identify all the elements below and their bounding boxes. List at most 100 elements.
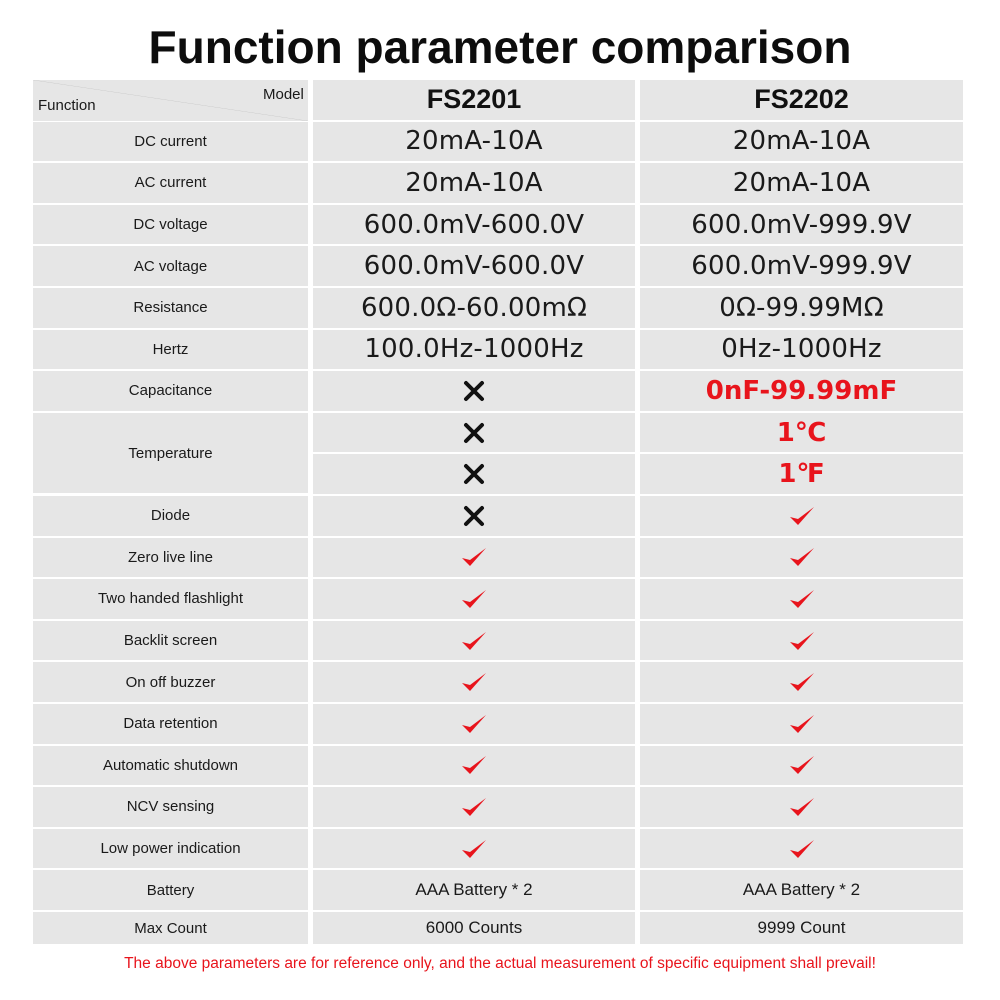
table-row: 1℃ xyxy=(33,412,963,455)
model-label: Model xyxy=(263,86,304,103)
check-icon xyxy=(789,506,814,525)
value-b: 600.0mV-999.9V xyxy=(640,246,963,288)
value-a: 20mA-10A xyxy=(313,163,635,205)
value-text: 600.0mV-600.0V xyxy=(363,209,585,240)
value-a: AAA Battery * 2 xyxy=(313,870,635,912)
table-row: Zero live line xyxy=(33,537,963,580)
check-icon xyxy=(789,756,814,775)
disclaimer-note: The above parameters are for reference o… xyxy=(124,955,876,972)
header-model-a: FS2201 xyxy=(313,80,635,122)
check-icon xyxy=(789,839,814,858)
function-name: DC voltage xyxy=(33,204,308,247)
function-name: NCV sensing xyxy=(33,787,308,829)
value-a: 600.0mV-600.0V xyxy=(313,204,635,247)
value-b xyxy=(640,828,963,871)
table-row: Two handed flashlight xyxy=(33,579,963,621)
value-a: 600.0Ω-60.00mΩ xyxy=(313,288,635,330)
table-row: Low power indication xyxy=(33,828,963,871)
value-text: 9999 Count xyxy=(757,918,846,937)
value-a xyxy=(313,371,635,413)
table-row: Hertz 100.0Hz-1000Hz 0Hz-1000Hz xyxy=(33,329,963,372)
value-a xyxy=(313,745,635,788)
function-name: On off buzzer xyxy=(33,662,308,704)
model-a-name: FS2201 xyxy=(426,84,522,115)
value-b: 20mA-10A xyxy=(640,163,963,205)
table-row: AC voltage 600.0mV-600.0V 600.0mV-999.9V xyxy=(33,246,963,288)
check-icon xyxy=(462,797,486,816)
function-name: Max Count xyxy=(33,912,308,946)
table-row: DC current 20mA-10A 20mA-10A xyxy=(33,121,963,164)
table-row: Max Count 6000 Counts 9999 Count xyxy=(33,912,963,946)
check-icon xyxy=(789,797,814,816)
value-text: 1℃ xyxy=(776,417,827,448)
value-b: 20mA-10A xyxy=(640,121,963,164)
function-name: AC voltage xyxy=(33,246,308,288)
table-row: DC voltage 600.0mV-600.0V 600.0mV-999.9V xyxy=(33,204,963,247)
function-name: Low power indication xyxy=(33,828,308,871)
page-title: Function parameter comparison xyxy=(148,21,852,73)
function-name: AC current xyxy=(33,163,308,205)
value-b: 0Hz-1000Hz xyxy=(640,329,963,372)
value-text: 0Ω-99.99MΩ xyxy=(719,292,884,323)
value-text: 6000 Counts xyxy=(425,918,523,937)
value-a xyxy=(313,662,635,704)
value-b xyxy=(640,537,963,580)
value-b xyxy=(640,745,963,788)
table-row: Automatic shutdown xyxy=(33,745,963,788)
function-name: DC current xyxy=(33,121,308,164)
value-b: 0Ω-99.99MΩ xyxy=(640,288,963,330)
value-text: 100.0Hz-1000Hz xyxy=(364,334,584,365)
value-b xyxy=(640,662,963,704)
value-b xyxy=(640,704,963,746)
function-name: Temperature xyxy=(33,413,308,495)
value-a xyxy=(313,828,635,871)
value-text: 20mA-10A xyxy=(405,167,543,198)
check-icon xyxy=(789,631,814,650)
corner-divider xyxy=(33,80,308,121)
value-text: 1℉ xyxy=(778,459,825,490)
value-a xyxy=(313,412,635,455)
value-a xyxy=(313,537,635,580)
function-name: Zero live line xyxy=(33,537,308,580)
value-b: AAA Battery * 2 xyxy=(640,870,963,912)
check-icon xyxy=(462,673,486,692)
value-a xyxy=(313,704,635,746)
function-name: Battery xyxy=(33,870,308,912)
value-text: 20mA-10A xyxy=(405,126,543,157)
value-text: 600.0mV-999.9V xyxy=(691,251,912,282)
value-b xyxy=(640,620,963,663)
function-name: Two handed flashlight xyxy=(33,579,308,621)
value-text: AAA Battery * 2 xyxy=(415,880,533,900)
value-text: 0Hz-1000Hz xyxy=(721,334,882,365)
value-a xyxy=(313,620,635,663)
table-row: Data retention xyxy=(33,704,963,746)
check-icon xyxy=(462,756,486,775)
value-b: 0nF-99.99mF xyxy=(640,371,963,413)
value-a xyxy=(313,496,635,538)
value-a xyxy=(313,454,635,496)
table-header: Model Function FS2201 FS2202 xyxy=(33,80,963,122)
table-row: Diode xyxy=(33,496,963,538)
value-a: 600.0mV-600.0V xyxy=(313,246,635,288)
value-text: 0nF-99.99mF xyxy=(705,375,898,406)
value-text: AAA Battery * 2 xyxy=(742,880,861,900)
table-row: On off buzzer xyxy=(33,662,963,704)
function-name: Automatic shutdown xyxy=(33,745,308,788)
function-name: Resistance xyxy=(33,288,308,330)
check-icon xyxy=(789,673,814,692)
value-b: 1℉ xyxy=(640,454,963,496)
table-row: Battery AAA Battery * 2 AAA Battery * 2 xyxy=(33,870,963,912)
check-icon xyxy=(462,589,486,608)
value-a: 6000 Counts xyxy=(313,912,635,946)
value-text: 600.0Ω-60.00mΩ xyxy=(360,292,588,323)
table-row: 1℉ xyxy=(33,454,963,496)
value-b xyxy=(640,496,963,538)
check-icon xyxy=(789,589,814,608)
header-model-b: FS2202 xyxy=(640,80,963,122)
value-b: 9999 Count xyxy=(640,912,963,946)
header-corner-cell: Model Function xyxy=(33,80,308,122)
check-icon xyxy=(462,548,486,567)
table-row: NCV sensing xyxy=(33,787,963,829)
value-text: 600.0mV-999.9V xyxy=(691,209,912,240)
table-row: Capacitance 0nF-99.99mF xyxy=(33,371,963,413)
